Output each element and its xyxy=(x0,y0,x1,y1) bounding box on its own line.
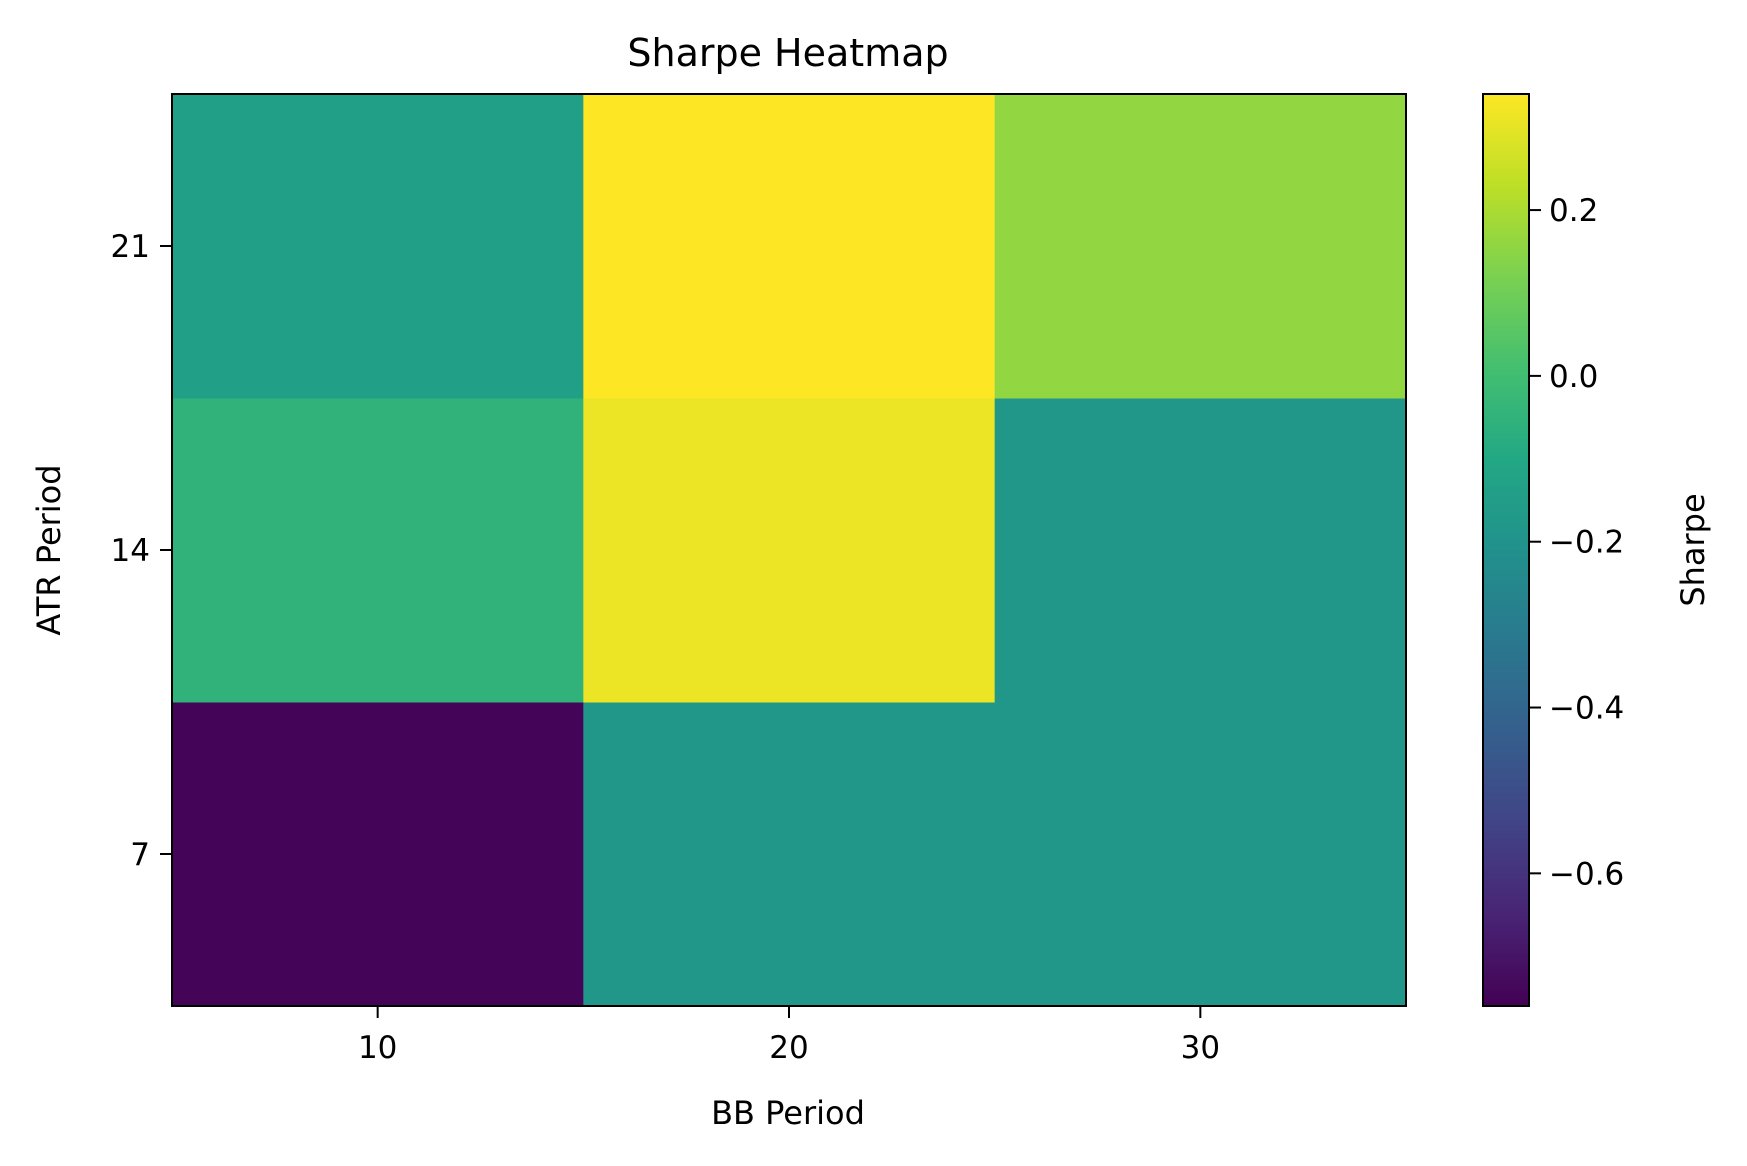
x-tick-label: 30 xyxy=(1181,1030,1220,1066)
heatmap-cell-7-10 xyxy=(172,702,584,1007)
x-tick-label: 20 xyxy=(769,1030,808,1066)
colorbar-tick-label: 0.0 xyxy=(1549,359,1598,395)
heatmap-cell-21-20 xyxy=(583,94,996,399)
colorbar-tick-label: −0.2 xyxy=(1549,525,1624,561)
y-tick-label: 7 xyxy=(130,837,150,873)
heatmap-cells xyxy=(172,94,1407,1007)
chart-title: Sharpe Heatmap xyxy=(627,31,948,75)
colorbar xyxy=(1483,94,1529,1006)
colorbar-frame xyxy=(1482,93,1530,1007)
y-axis-label: ATR Period xyxy=(30,464,68,635)
y-tick-label: 21 xyxy=(111,229,150,265)
heatmap-cell-7-30 xyxy=(994,702,1407,1007)
x-axis-ticks: 10 20 30 xyxy=(358,1006,1220,1066)
colorbar-tick-label: 0.2 xyxy=(1549,193,1598,229)
colorbar-label: Sharpe xyxy=(1674,493,1712,606)
heatmap-cell-7-20 xyxy=(583,702,996,1007)
colorbar-tick-label: −0.6 xyxy=(1549,856,1624,892)
colorbar-tick-label: −0.4 xyxy=(1549,691,1624,727)
heatmap-cell-14-30 xyxy=(994,398,1407,703)
y-axis-ticks: 7 14 21 xyxy=(111,229,172,873)
x-tick-label: 10 xyxy=(358,1030,397,1066)
colorbar-ticks: 0.2 0.0 −0.2 −0.4 −0.6 xyxy=(1529,193,1624,892)
heatmap-cell-21-10 xyxy=(172,94,584,399)
heatmap-cell-21-30 xyxy=(994,94,1407,399)
heatmap-cell-14-10 xyxy=(172,398,584,703)
x-axis-label: BB Period xyxy=(711,1094,865,1132)
heatmap-cell-14-20 xyxy=(583,398,996,703)
y-tick-label: 14 xyxy=(111,533,150,569)
